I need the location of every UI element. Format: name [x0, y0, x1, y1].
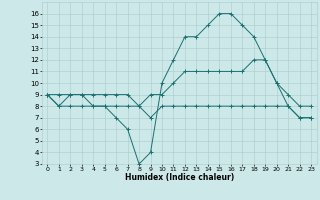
X-axis label: Humidex (Indice chaleur): Humidex (Indice chaleur): [124, 173, 234, 182]
